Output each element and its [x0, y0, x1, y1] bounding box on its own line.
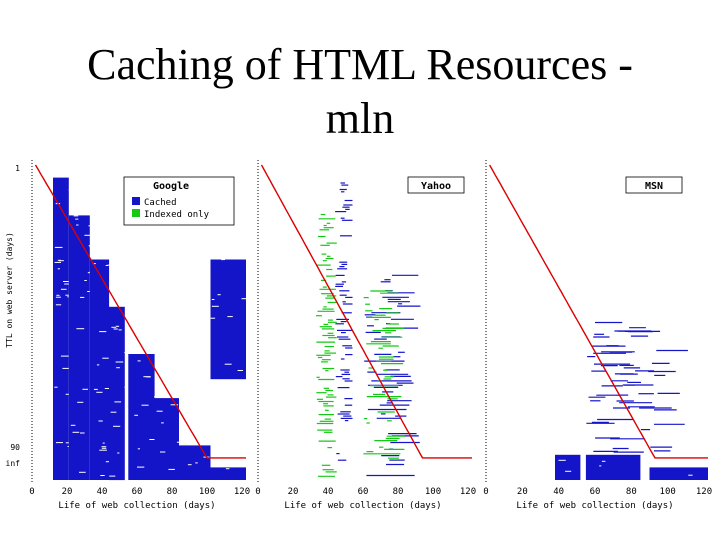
bar-0-5: [154, 398, 179, 480]
ttl-curve: [260, 164, 472, 459]
x-tick-label: 60: [590, 487, 601, 497]
slide-title: Caching of HTML Resources - mln: [0, 38, 720, 146]
x-tick-label: 60: [358, 487, 369, 497]
ttl-curve: [488, 164, 708, 459]
x-tick-label: 120: [696, 487, 712, 497]
legend-box: [123, 176, 235, 226]
x-tick-label: 0: [483, 487, 488, 497]
bar-0-6: [179, 445, 211, 480]
chart-panel-google: [31, 160, 248, 483]
y-tick-label-90: 90: [10, 443, 20, 452]
x-tick-label: 20: [517, 487, 528, 497]
x-tick-label: 0: [255, 487, 260, 497]
chart-title-box: [407, 176, 465, 194]
x-tick-label: 80: [393, 487, 404, 497]
x-axis-label: Life of web collection (days): [516, 501, 673, 511]
bar-0-3: [109, 306, 125, 481]
x-tick-label: 120: [234, 487, 250, 497]
x-tick-label: 60: [132, 487, 143, 497]
legend-label-indexed: Indexed only: [144, 210, 210, 220]
legend-label-cached: Cached: [144, 198, 177, 208]
x-tick-label: 80: [167, 487, 178, 497]
bar-0-1: [68, 215, 90, 480]
chart-panel-yahoo: [257, 160, 472, 483]
chart-title: Yahoo: [421, 181, 451, 192]
bar-0-8: [210, 467, 246, 480]
x-tick-label: 0: [29, 487, 34, 497]
y-tick-label-1: 1: [15, 164, 20, 173]
x-axis-label: Life of web collection (days): [58, 501, 215, 511]
x-axis-label: Life of web collection (days): [284, 501, 441, 511]
x-tick-label: 40: [97, 487, 108, 497]
ttl-curve: [34, 164, 246, 459]
bar-0-0: [53, 177, 69, 480]
chart-title: MSN: [645, 181, 663, 192]
y-tick-label-inf: inf: [6, 459, 21, 468]
bar-0-1: [585, 454, 641, 480]
chart-title-box: [625, 176, 683, 194]
x-tick-label: 100: [660, 487, 676, 497]
x-tick-label: 100: [199, 487, 215, 497]
bar-0-0: [555, 454, 581, 480]
bar-0-4: [128, 354, 155, 480]
x-tick-label: 40: [553, 487, 564, 497]
bar-0-7: [210, 259, 246, 380]
x-tick-label: 80: [626, 487, 637, 497]
x-tick-label: 20: [62, 487, 73, 497]
legend-swatch-cached: [132, 197, 140, 205]
chart-panel-msn: [485, 160, 708, 483]
slide-title-line-2: mln: [325, 94, 395, 143]
x-tick-label: 40: [323, 487, 334, 497]
bar-0-2: [89, 259, 110, 480]
bar-0-2: [649, 467, 708, 480]
chart-title: Google: [153, 181, 189, 192]
x-tick-label: 20: [288, 487, 299, 497]
x-tick-label: 120: [460, 487, 476, 497]
x-tick-label: 100: [425, 487, 441, 497]
y-axis-label: TTL on web server (days): [5, 232, 14, 348]
slide-title-line-1: Caching of HTML Resources -: [87, 40, 633, 89]
legend-swatch-indexed: [132, 209, 140, 217]
